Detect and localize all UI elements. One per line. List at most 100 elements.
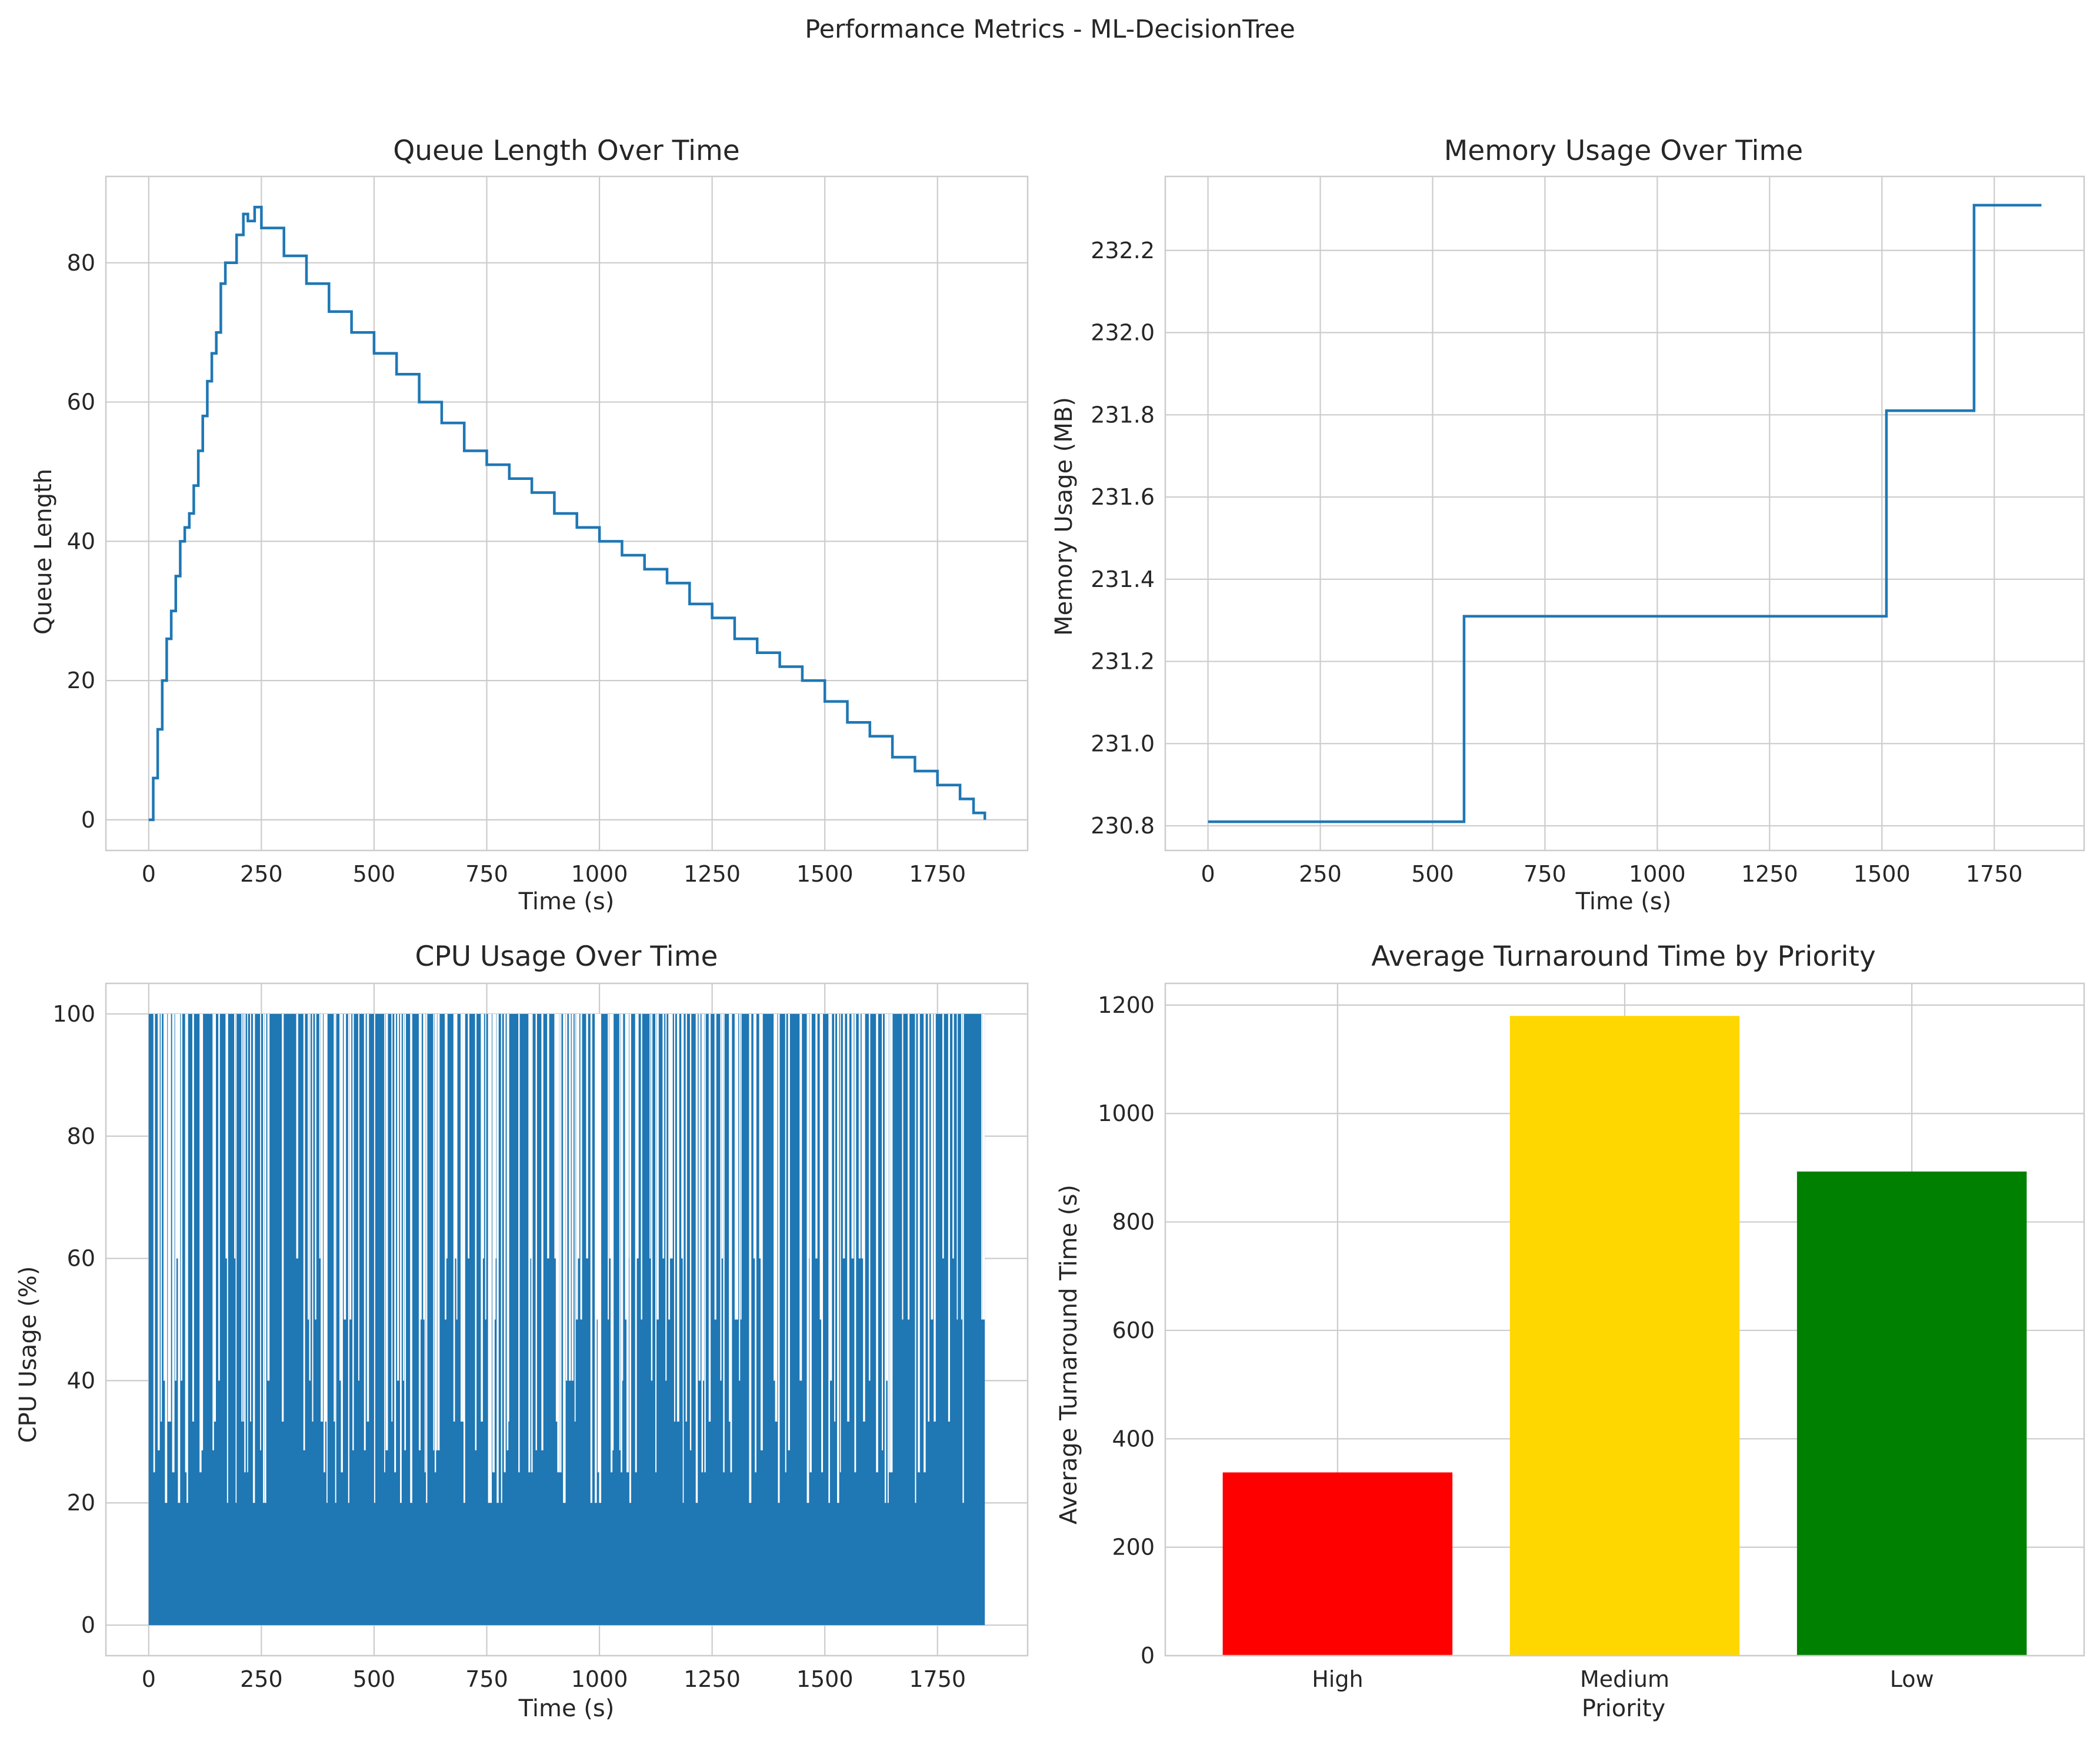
memory-ytick-label: 232.0 [1091,320,1155,346]
cpu-usage-gap [529,1013,532,1259]
cpu-usage-gap [481,1013,483,1422]
cpu-usage-gap [608,1013,609,1320]
cpu-usage-gap [861,1013,864,1259]
cpu-usage-gap [391,1013,393,1422]
cpu-usage-gap [948,1013,950,1422]
cpu-usage-gap [560,1013,562,1473]
turnaround-bar-low [1796,1171,2027,1656]
cpu-usage-gap [723,1013,725,1473]
cpu-usage-gap [241,1013,243,1422]
cpu-usage-gap [884,1013,886,1503]
cpu-usage-gap [557,1013,559,1473]
cpu-usage-gap [785,1013,786,1473]
cpu-usage-gap [611,1013,613,1473]
cpu-usage-gap [234,1013,236,1259]
turnaround-panel: Average Turnaround Time by Priority Prio… [1055,940,2085,1722]
cpu-usage-gap [558,1013,560,1473]
cpu-usage-gap [446,1013,448,1259]
cpu-usage-gap [468,1013,469,1259]
cpu-usage-gap [344,1013,346,1320]
cpu-usage-gap [175,1013,176,1381]
cpu-usage-gap [445,1013,446,1320]
cpu-usage-gap [260,1013,261,1450]
cpu-usage-gap [214,1013,216,1422]
turnaround-ytick-label: 1000 [1098,1100,1155,1126]
cpu-usage-gap [689,1013,692,1450]
cpu-usage-gap [172,1013,175,1473]
cpu-usage-gap [176,1013,178,1259]
cpu-usage-gap [352,1013,354,1450]
queue-ytick-label: 60 [67,389,95,415]
cpu-usage-gap [847,1013,849,1422]
cpu-xtick-label: 500 [353,1666,396,1692]
cpu-usage-gap [839,1013,841,1473]
cpu-usage-gap [555,1013,558,1422]
queue-length-xlabel: Time (s) [518,888,615,915]
cpu-usage-gap [982,1013,985,1320]
cpu-ytick-label: 20 [67,1490,95,1516]
cpu-xtick-label: 250 [240,1666,283,1692]
memory-usage-xlabel: Time (s) [1575,888,1672,915]
cpu-usage-gap [453,1013,455,1422]
cpu-usage-gap [730,1013,732,1473]
cpu-usage-gap [212,1013,214,1450]
cpu-usage-gap [410,1013,412,1503]
queue-length-panel: Queue Length Over Time Time (s) Queue Le… [30,135,1029,915]
cpu-usage-gap [956,1013,958,1320]
cpu-usage-gap [863,1013,865,1422]
queue-xtick-label: 500 [353,861,396,887]
cpu-usage-gap [455,1013,457,1259]
memory-ytick-label: 232.2 [1091,238,1155,263]
cpu-usage-gap [778,1013,780,1503]
cpu-usage-gap [437,1013,440,1450]
queue-length-line [148,205,986,822]
cpu-usage-gap [315,1013,316,1320]
cpu-usage-gap [829,1013,832,1381]
cpu-usage-gap [489,1013,492,1503]
cpu-usage-gap [433,1013,435,1450]
cpu-usage-gap [420,1013,422,1320]
cpu-usage-gap [681,1013,684,1259]
memory-usage-panel: Memory Usage Over Time Time (s) Memory U… [1051,135,2085,915]
cpu-usage-gap [566,1013,568,1381]
cpu-usage-gap [915,1013,916,1503]
queue-xtick-label: 0 [142,861,156,887]
cpu-usage-gap [334,1013,335,1422]
cpu-usage-gap [962,1013,964,1503]
cpu-usage-gap [669,1013,672,1259]
cpu-usage-gap [426,1013,428,1503]
cpu-usage-gap [740,1013,742,1320]
turnaround-ytick-label: 400 [1112,1426,1155,1452]
cpu-usage-gap [263,1013,265,1503]
cpu-usage-gap [418,1013,421,1450]
cpu-usage-gap [775,1013,778,1422]
cpu-usage-gap [531,1013,533,1473]
queue-grid [106,176,1028,850]
cpu-usage-gap [682,1013,684,1503]
cpu-usage-gap [734,1013,737,1320]
cpu-usage-gap [577,1013,579,1259]
cpu-usage-ylabel: CPU Usage (%) [15,1266,42,1443]
cpu-usage-gap [749,1013,752,1503]
cpu-usage-gap [628,1013,629,1259]
cpu-usage-gap [186,1013,188,1503]
cpu-usage-gap [492,1013,495,1473]
cpu-usage-gap [201,1013,204,1450]
cpu-usage-gap [423,1013,425,1320]
cpu-usage-gap [928,1013,929,1422]
cpu-usage-gap [250,1013,251,1422]
cpu-usage-gap [665,1013,667,1381]
cpu-usage-gap [729,1013,731,1422]
cpu-usage-gap [436,1013,438,1450]
queue-ytick-label: 20 [67,668,95,693]
cpu-usage-gap [721,1013,723,1259]
cpu-usage-gap [535,1013,537,1450]
queue-ytick-label: 80 [67,250,95,276]
cpu-usage-gap [518,1013,520,1473]
cpu-usage-gap [456,1013,458,1320]
memory-ytick-label: 231.6 [1091,484,1155,510]
cpu-xtick-label: 1250 [684,1666,741,1692]
cpu-usage-gap [400,1013,402,1503]
cpu-usage-gap [494,1013,496,1320]
queue-ytick-label: 0 [81,807,95,833]
